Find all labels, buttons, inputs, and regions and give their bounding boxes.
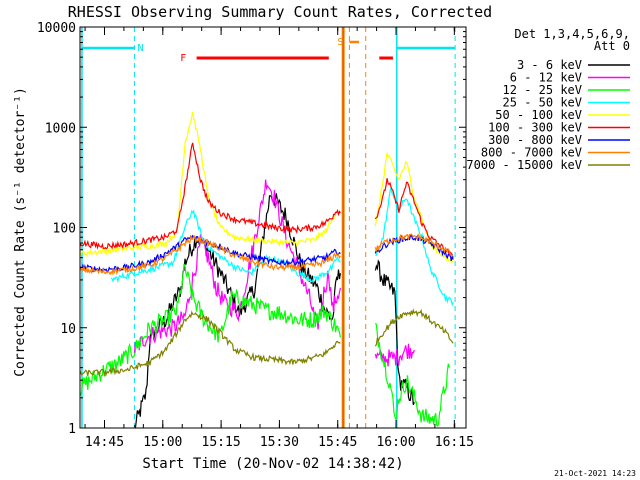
legend-header-attenuator: Att 0 [594,39,630,53]
series-line-12-25-kev [374,322,450,427]
legend-label: 6 - 12 keV [510,71,582,85]
legend-label: 12 - 25 keV [503,83,582,97]
chart-title: RHESSI Observing Summary Count Rates, Co… [68,3,492,21]
series-line-25-50-kev [110,209,341,284]
legend-header-detectors: Det 1,3,4,5,6,9, [514,27,630,41]
series-line-12-25-kev [79,263,341,397]
series-line-3-6-kev [374,259,415,406]
series-line-100-300-kev [79,142,341,250]
axis-ticks [80,26,466,429]
x-axis-label: Start Time (20-Nov-02 14:38:42) [142,456,403,472]
series-line-50-100-kev [79,111,341,258]
x-tick-label: 15:15 [202,435,241,450]
series-line-7000-15000-kev [79,310,341,378]
x-tick-label: 15:30 [260,435,299,450]
series-line-6-12-kev [133,179,341,354]
series-line-7000-15000-kev [374,308,454,347]
x-tick-label: 16:00 [376,435,415,450]
legend-label: 300 - 800 keV [488,133,582,147]
plot-area: N F S [79,26,467,429]
y-tick-label: 10000 [37,21,76,36]
x-tick-label: 15:45 [318,435,357,450]
annotation-s: S [337,37,343,48]
legend-label: 3 - 6 keV [517,58,582,72]
series-line-25-50-kev [375,187,454,307]
y-tick-label: 10 [60,322,76,337]
y-axis-label: Corrected Count Rate (s⁻¹ detector⁻¹) [13,87,28,377]
series-line-800-7000-kev [79,234,341,276]
y-tick-label: 1000 [45,121,76,136]
y-tick-label: 1 [68,422,76,437]
annotation-n: N [138,43,144,54]
series-line-6-12-kev [374,343,415,367]
legend-label: 50 - 100 keV [495,108,582,122]
annotation-f: F [180,53,186,64]
generation-timestamp: 21-Oct-2021 14:23 [554,469,636,478]
series-line-50-100-kev [374,152,454,265]
annotation-labels: N F S [138,37,344,64]
legend-label: 800 - 7000 keV [481,146,582,160]
x-tick-label: 16:15 [435,435,474,450]
series-line-100-300-kev [374,178,454,258]
x-tick-label: 15:00 [143,435,182,450]
y-tick-label: 100 [53,222,76,237]
x-tick-label: 14:45 [85,435,124,450]
instrument-state-indicators [81,27,456,428]
y-axis-tick-labels: 1 10 100 1000 10000 [37,21,76,437]
legend-label: 100 - 300 keV [488,121,582,135]
x-axis-tick-labels: 14:45 15:00 15:15 15:30 15:45 16:00 16:15 [85,435,474,450]
legend-label: 7000 - 15000 keV [466,158,582,172]
series-layer [79,27,454,429]
series-line-800-7000-kev [374,232,454,257]
legend-label: 25 - 50 keV [503,96,582,110]
